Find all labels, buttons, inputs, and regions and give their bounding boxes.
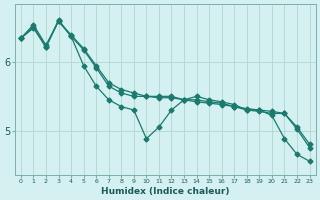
X-axis label: Humidex (Indice chaleur): Humidex (Indice chaleur) bbox=[101, 187, 229, 196]
